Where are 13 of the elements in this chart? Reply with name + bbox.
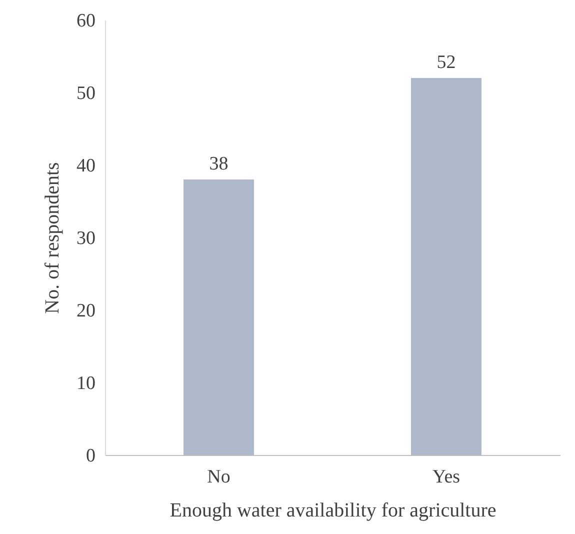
y-tick-label: 60: [76, 10, 96, 32]
y-tick-label: 30: [76, 228, 96, 249]
y-axis-title: No. of respondents: [42, 162, 64, 314]
y-tick-label: 20: [76, 300, 96, 322]
y-tick-label: 0: [86, 446, 96, 466]
y-tick-label: 10: [76, 373, 96, 394]
y-tick-label: 40: [76, 156, 96, 176]
x-tick-label: No: [207, 466, 230, 488]
data-label: 38: [209, 154, 228, 174]
x-axis-title: Enough water availability for agriculture: [170, 500, 496, 522]
x-tick-label: Yes: [432, 466, 460, 488]
data-label: 52: [436, 52, 456, 73]
y-tick-label: 50: [76, 83, 96, 104]
